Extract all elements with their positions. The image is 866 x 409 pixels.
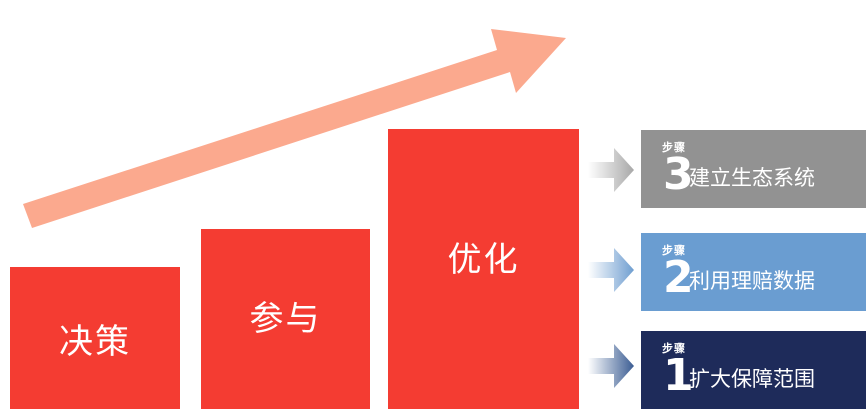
step-1-box: 步骤 1 扩大保障范围 xyxy=(641,331,866,409)
block-optimize-label: 优化 xyxy=(447,240,520,280)
step-1-text: 扩大保障范围 xyxy=(689,367,815,391)
step-3-text: 建立生态系统 xyxy=(689,166,815,190)
step-2-caption: 步骤 xyxy=(662,244,686,257)
arrow-to-step-2-icon xyxy=(588,248,634,292)
step-2-box: 步骤 2 利用理赔数据 xyxy=(641,233,866,311)
step-1-caption: 步骤 xyxy=(662,342,686,355)
arrow-to-step-3-icon xyxy=(588,148,634,192)
block-participate-label: 参与 xyxy=(249,298,322,339)
step-3-number: 3 xyxy=(663,149,694,200)
block-optimize: 优化 xyxy=(388,129,579,409)
step-1-number: 1 xyxy=(663,350,694,401)
step-2-text: 利用理赔数据 xyxy=(689,269,815,293)
block-decision-label: 决策 xyxy=(59,321,131,362)
step-2-number: 2 xyxy=(663,252,694,303)
block-decision: 决策 xyxy=(10,267,180,409)
step-3-box: 步骤 3 建立生态系统 xyxy=(641,130,866,208)
growth-arrow-icon xyxy=(23,29,566,228)
step-3-caption: 步骤 xyxy=(662,141,686,154)
block-participate: 参与 xyxy=(201,229,370,409)
arrow-to-step-1-icon xyxy=(588,344,634,388)
